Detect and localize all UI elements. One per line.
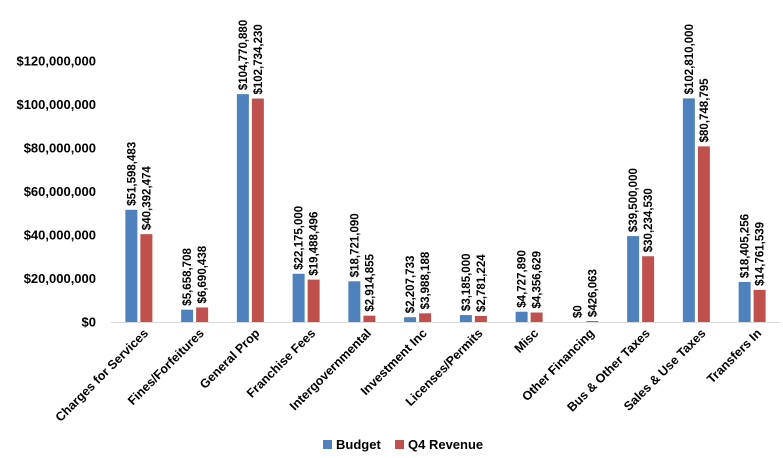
bar-q4-revenue <box>642 256 655 322</box>
data-label: $39,500,000 <box>628 168 640 232</box>
y-tick-label: $80,000,000 <box>24 141 96 156</box>
data-label: $30,234,530 <box>643 188 655 252</box>
data-label: $51,598,483 <box>126 142 138 206</box>
data-label: $102,734,230 <box>253 24 265 94</box>
bar-q4-revenue <box>474 315 487 322</box>
data-label: $2,781,224 <box>476 254 488 312</box>
legend-label: Budget <box>336 437 381 452</box>
data-label: $18,721,090 <box>349 213 361 277</box>
bar-q4-revenue <box>697 146 710 322</box>
data-label: $0 <box>572 305 584 318</box>
bar-q4-revenue <box>530 312 543 322</box>
data-label: $4,727,890 <box>517 250 529 308</box>
bar-q4-revenue <box>196 307 209 322</box>
bar-q4-revenue <box>251 98 264 323</box>
data-label: $5,658,708 <box>182 248 194 306</box>
bar-budget <box>627 236 640 322</box>
data-label: $102,810,000 <box>684 24 696 94</box>
bar-budget <box>404 317 417 322</box>
bar-budget <box>181 309 194 322</box>
bar-q4-revenue <box>586 321 599 322</box>
bar-budget <box>515 311 528 322</box>
data-label: $19,488,496 <box>309 212 321 276</box>
bar-q4-revenue <box>140 234 153 322</box>
x-tick-label: Charges for Services <box>53 326 151 424</box>
bar-q4-revenue <box>363 315 376 322</box>
data-labels: $51,598,483 $40,392,474 $5,658,708 $6,690,4… <box>126 20 766 318</box>
bar-budget <box>459 315 472 322</box>
legend-swatch <box>395 440 404 449</box>
data-label: $80,748,795 <box>699 78 711 143</box>
bars <box>125 94 766 323</box>
legend: Budget Q4 Revenue <box>323 437 483 452</box>
data-label: $3,988,188 <box>420 251 432 309</box>
data-label: $104,770,880 <box>238 20 250 90</box>
y-tick-label: $0 <box>82 315 96 330</box>
data-label: $3,185,000 <box>461 254 473 312</box>
y-tick-label: $40,000,000 <box>24 228 96 243</box>
data-label: $22,175,000 <box>294 206 306 270</box>
bar-budget <box>125 209 138 322</box>
data-label: $14,761,539 <box>755 222 767 286</box>
legend-label: Q4 Revenue <box>408 437 483 452</box>
data-label: $40,392,474 <box>141 166 153 231</box>
data-label: $2,207,733 <box>405 256 417 314</box>
bar-budget <box>292 273 305 322</box>
data-label: $18,405,256 <box>740 214 752 278</box>
y-tick-label: $120,000,000 <box>16 54 96 69</box>
data-label: $4,356,629 <box>532 251 544 309</box>
data-label: $2,914,855 <box>364 253 376 311</box>
y-axis: $0 $20,000,000 $40,000,000 $60,000,000 $80,0… <box>16 54 96 330</box>
x-tick-label: Transfers In <box>704 326 764 386</box>
bar-budget <box>682 98 695 323</box>
data-label: $6,690,438 <box>197 245 209 303</box>
bar-budget <box>348 281 361 322</box>
bar-q4-revenue <box>307 279 320 322</box>
y-tick-label: $100,000,000 <box>16 97 96 112</box>
legend-swatch <box>323 440 332 449</box>
bar-budget <box>236 94 249 322</box>
bar-q4-revenue <box>753 289 766 322</box>
x-axis: Charges for ServicesFines/ForfeituresGen… <box>53 322 780 425</box>
bar-q4-revenue <box>419 313 432 322</box>
y-tick-label: $20,000,000 <box>24 271 96 286</box>
data-label: $426,063 <box>587 269 599 317</box>
y-tick-label: $60,000,000 <box>24 184 96 199</box>
x-tick-label: Misc <box>512 326 542 356</box>
bar-budget <box>738 281 751 322</box>
